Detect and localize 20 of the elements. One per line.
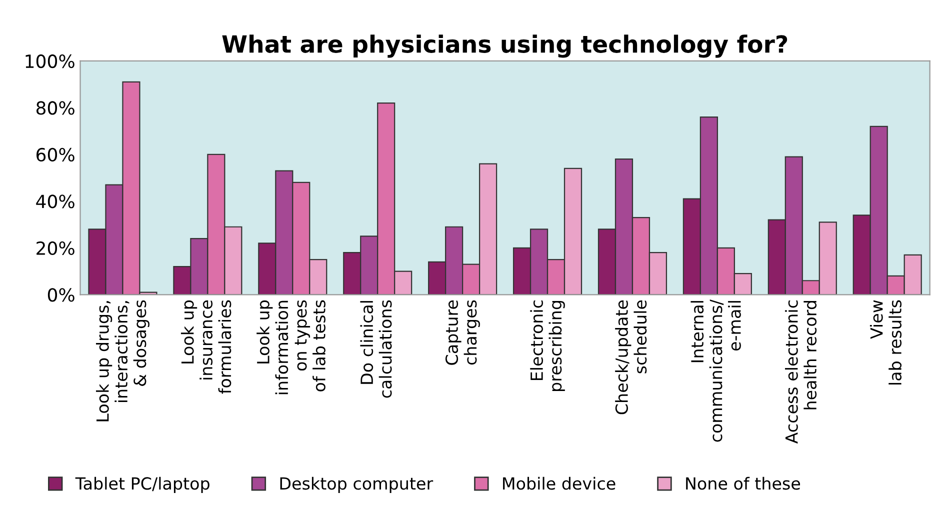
y-tick-label: 0% <box>48 288 74 302</box>
chart-title: What are physicians using technology for? <box>222 34 788 58</box>
legend-label: Desktop computer <box>280 476 434 493</box>
y-tick-label: 80% <box>36 101 74 115</box>
x-tick-label: Do clinical calculations <box>360 300 392 398</box>
y-tick-label: 20% <box>36 241 74 256</box>
x-tick-label: Electronic prescribing <box>530 300 565 391</box>
x-tick-label: Capture charges <box>445 300 480 365</box>
legend-label: Mobile device <box>503 476 616 490</box>
legend-label: Tablet PC/laptop <box>75 476 210 493</box>
x-tick-label: Access electronic health record <box>785 300 817 444</box>
x-tick-label: Check/update schedule <box>615 300 647 414</box>
x-tick-label: Internal communications/ e-mail <box>690 300 741 442</box>
y-tick-label: 40% <box>36 194 74 208</box>
x-tick-label: Look up drugs, interactions, & dosages <box>96 300 150 422</box>
y-tick-label: 100% <box>26 54 74 68</box>
x-tick-label: Look up insurance formularies <box>180 300 232 394</box>
x-tick-label: View lab results <box>870 300 902 384</box>
y-tick-label: 60% <box>36 148 74 162</box>
legend-label: None of these <box>686 476 800 490</box>
